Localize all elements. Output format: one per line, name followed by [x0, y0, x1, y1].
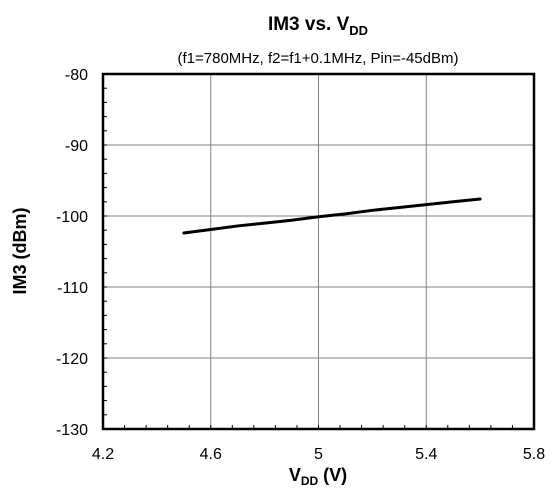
- y-tick-label: -90: [65, 138, 88, 155]
- minor-ticks: [103, 87, 513, 429]
- x-tick-label: 5: [314, 446, 323, 463]
- y-tick-label: -80: [65, 67, 88, 84]
- chart-title: IM3 vs. VDD: [268, 14, 368, 38]
- x-tick-label: 5.4: [415, 446, 437, 463]
- y-tick-labels: -80 -90 -100 -110 -120 -130: [56, 67, 88, 439]
- gridlines: [103, 74, 534, 429]
- x-tick-labels: 4.2 4.6 5 5.4 5.8: [92, 446, 545, 463]
- x-tick-label: 5.8: [523, 446, 545, 463]
- x-tick-label: 4.6: [200, 446, 222, 463]
- y-axis-label: IM3 (dBm): [10, 208, 30, 295]
- chart-subtitle: (f1=780MHz, f2=f1+0.1MHz, Pin=-45dBm): [178, 50, 459, 67]
- series-line: [182, 197, 482, 235]
- y-tick-label: -130: [56, 422, 88, 439]
- y-tick-label: -120: [56, 351, 88, 368]
- y-tick-label: -100: [56, 209, 88, 226]
- series-group: [182, 197, 482, 235]
- y-tick-label: -110: [57, 280, 88, 297]
- x-tick-label: 4.2: [92, 446, 114, 463]
- x-axis-label: VDD (V): [289, 465, 347, 488]
- plot-area-frame: [101, 72, 536, 431]
